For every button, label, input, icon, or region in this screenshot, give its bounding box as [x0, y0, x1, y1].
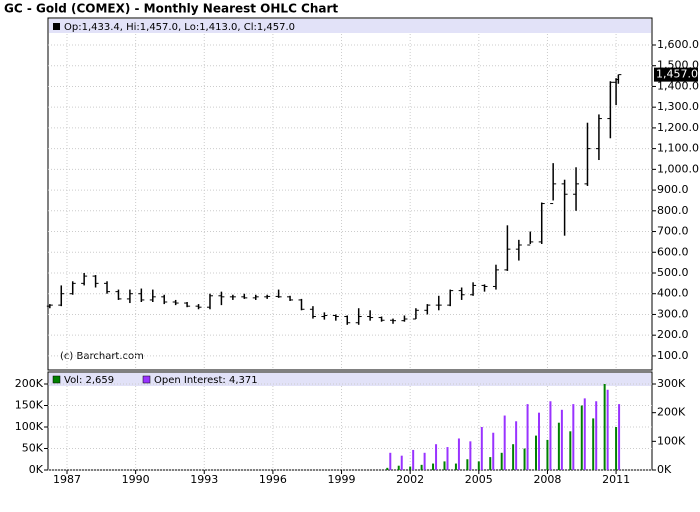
- legend-label: Vol: 2,659: [64, 375, 114, 386]
- y-tick-label: 200K: [15, 377, 44, 390]
- last-price-label: 1,457.0: [656, 68, 698, 81]
- y-tick-label: 1,100.0: [657, 142, 699, 155]
- y-tick-label: 900.0: [657, 183, 689, 196]
- legend-swatch: [53, 23, 60, 30]
- y-tick-label: 100.0: [657, 349, 689, 362]
- y-tick-label: 500.0: [657, 266, 689, 279]
- y-tick-label: 1,200.0: [657, 121, 699, 134]
- x-tick-label: 2008: [533, 473, 561, 486]
- legend-swatch: [142, 375, 151, 384]
- y-tick-label: 1,600.0: [657, 38, 699, 51]
- y-tick-label: 400.0: [657, 287, 689, 300]
- y-tick-label: 1,000.0: [657, 162, 699, 175]
- x-tick-label: 1987: [53, 473, 81, 486]
- volume-header: [49, 373, 651, 386]
- chart-title: GC - Gold (COMEX) - Monthly Nearest OHLC…: [4, 2, 338, 16]
- y-tick-label: 150K: [15, 399, 44, 412]
- y2-tick-label: 300K: [657, 377, 686, 390]
- x-tick-label: 1996: [259, 473, 287, 486]
- x-tick-label: 2005: [465, 473, 493, 486]
- price-legend: Op:1,433.4, Hi:1,457.0, Lo:1,413.0, Cl:1…: [64, 22, 295, 33]
- watermark: (c) Barchart.com: [60, 351, 144, 362]
- y-tick-label: 0K: [29, 463, 44, 476]
- last-price-box: [654, 67, 698, 82]
- y2-tick-label: 100K: [657, 434, 686, 447]
- price-panel: [47, 17, 653, 371]
- x-tick-label: 1993: [190, 473, 218, 486]
- y2-tick-label: 0K: [657, 463, 672, 476]
- y-tick-label: 50K: [22, 442, 44, 455]
- y2-tick-label: 200K: [657, 406, 686, 419]
- x-tick-label: 2002: [396, 473, 424, 486]
- x-tick-label: 1990: [122, 473, 150, 486]
- legend-label: Open Interest: 4,371: [154, 375, 258, 386]
- price-header: [49, 19, 651, 33]
- legend-swatch: [52, 375, 61, 384]
- x-tick-label: 1999: [328, 473, 356, 486]
- y-tick-label: 1,400.0: [657, 79, 699, 92]
- y-tick-label: 800.0: [657, 204, 689, 217]
- y-tick-label: 1,300.0: [657, 100, 699, 113]
- y-tick-label: 300.0: [657, 307, 689, 320]
- y-tick-label: 600.0: [657, 245, 689, 258]
- y-tick-label: 100K: [15, 420, 44, 433]
- y-tick-label: 700.0: [657, 225, 689, 238]
- y-tick-label: 200.0: [657, 328, 689, 341]
- x-tick-label: 2011: [602, 473, 630, 486]
